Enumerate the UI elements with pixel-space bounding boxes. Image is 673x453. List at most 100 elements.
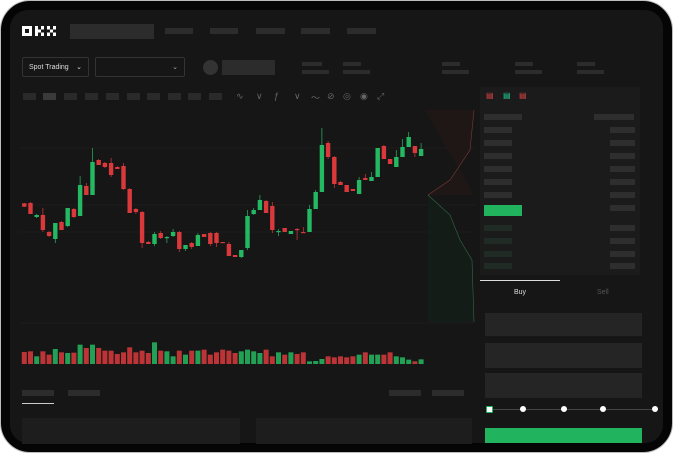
slider-step-100[interactable]	[652, 406, 658, 412]
amount-input[interactable]	[485, 343, 642, 368]
filter-button[interactable]	[389, 390, 421, 396]
candle-body	[381, 146, 387, 159]
indicator-icon[interactable]: ∨	[256, 91, 263, 101]
timeframe-button-active[interactable]	[43, 93, 56, 100]
candle-body	[40, 215, 46, 230]
chevron-down-icon[interactable]: ∨	[294, 91, 301, 101]
timeframe-button[interactable]	[85, 93, 98, 100]
stat-label	[577, 62, 595, 66]
volume-bar	[207, 354, 213, 364]
tab-open-orders[interactable]	[22, 390, 54, 396]
nav-item[interactable]	[165, 28, 193, 34]
candle-body	[22, 203, 27, 207]
volume-bar	[195, 350, 201, 364]
camera-icon[interactable]: ◉	[360, 91, 368, 101]
candle-body	[53, 223, 58, 239]
candle-body	[183, 245, 188, 249]
assets-card	[256, 418, 472, 444]
price-input[interactable]	[485, 313, 642, 336]
filter-button[interactable]	[432, 390, 464, 396]
bid-amount	[610, 263, 635, 269]
volume-bar	[300, 352, 306, 364]
pair-name	[222, 60, 275, 75]
search-placeholder[interactable]	[70, 24, 154, 39]
timeframe-button[interactable]	[209, 93, 222, 100]
volume-bar	[331, 357, 337, 364]
stat-label	[302, 62, 322, 66]
timeframe-button[interactable]	[127, 93, 140, 100]
stat-value	[442, 70, 469, 74]
candle-body	[282, 228, 287, 232]
nav-item[interactable]	[256, 28, 285, 34]
sell-side-icon[interactable]: ▤	[519, 91, 527, 100]
volume-bar	[356, 354, 362, 364]
slider-handle[interactable]	[486, 406, 493, 413]
depth-asks-line	[427, 109, 475, 196]
amount-slider[interactable]	[489, 409, 656, 410]
fullscreen-icon[interactable]: ⤢	[377, 91, 385, 101]
buy-submit-button[interactable]	[485, 428, 642, 443]
stat-value	[577, 70, 604, 74]
buy-side-icon[interactable]: ▤	[503, 91, 511, 100]
ask-price	[484, 140, 512, 146]
nav-item[interactable]	[301, 28, 330, 34]
timeframe-button[interactable]	[168, 93, 181, 100]
volume-bar	[232, 353, 238, 364]
volume-bar	[71, 352, 77, 364]
timeframe-button[interactable]	[188, 93, 201, 100]
nav-item[interactable]	[210, 28, 238, 34]
settings-icon[interactable]: ◎	[343, 91, 351, 101]
slider-step-25[interactable]	[520, 406, 526, 412]
volume-bar	[21, 352, 27, 364]
volume-bar	[133, 352, 139, 364]
timeframe-button[interactable]	[106, 93, 119, 100]
spot-trading-dropdown[interactable]: Spot Trading ⌄	[22, 57, 89, 77]
total-input[interactable]	[485, 373, 642, 398]
pair-dropdown[interactable]: ⌄	[95, 57, 185, 77]
candle-body	[263, 201, 269, 213]
indicator-icon[interactable]: ∿	[236, 91, 244, 101]
candle-body	[400, 147, 405, 157]
volume-bar	[34, 356, 40, 364]
candle-body	[344, 185, 349, 192]
volume-bar	[28, 351, 33, 364]
candle-body	[220, 242, 225, 244]
tab-history[interactable]	[68, 390, 100, 396]
formula-icon[interactable]: ƒ	[274, 91, 280, 101]
depth-bids-line	[427, 194, 475, 323]
buy-tab-underline	[480, 280, 560, 281]
timeframe-button[interactable]	[64, 93, 77, 100]
ask-amount	[610, 166, 635, 172]
candle-body	[294, 229, 300, 231]
bid-price	[484, 263, 512, 269]
volume-bar	[139, 350, 145, 364]
ask-price	[484, 179, 512, 185]
ruler-icon[interactable]: ⊘	[327, 91, 335, 101]
line-tool-icon[interactable]: 〜	[311, 93, 321, 103]
candle-body	[288, 231, 294, 234]
candle-body	[108, 163, 114, 175]
tab-buy[interactable]: Buy	[514, 289, 527, 296]
orders-card	[22, 418, 240, 444]
volume-bar	[245, 349, 250, 364]
candle-body	[208, 233, 213, 244]
slider-step-75[interactable]	[600, 406, 606, 412]
nav-item[interactable]	[347, 28, 376, 34]
volume-bar	[65, 353, 71, 364]
volume-bar	[387, 352, 393, 364]
volume-bar	[102, 350, 108, 364]
both-sides-icon[interactable]: ▤	[486, 91, 494, 100]
tab-sell[interactable]: Sell	[597, 289, 609, 296]
dropdown-label: Spot Trading	[29, 63, 69, 71]
volume-bar	[294, 354, 300, 364]
timeframe-button[interactable]	[147, 93, 160, 100]
okx-logo[interactable]	[22, 25, 62, 37]
candle-body	[158, 233, 163, 238]
volume-bar	[375, 354, 381, 364]
timeframe-button[interactable]	[23, 93, 36, 100]
candle-body	[332, 157, 337, 184]
slider-step-50[interactable]	[561, 406, 567, 412]
volume-bar	[220, 349, 226, 364]
volume-bar	[362, 352, 368, 364]
